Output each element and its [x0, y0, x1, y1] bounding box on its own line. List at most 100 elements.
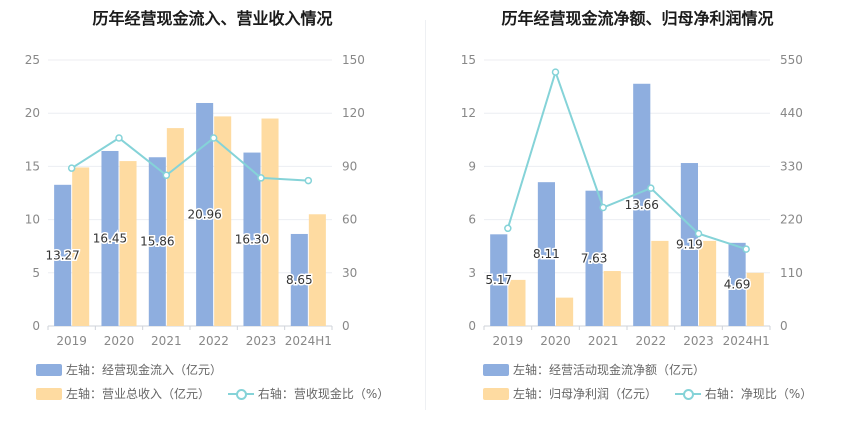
bar-data-label: 8.11: [533, 247, 560, 261]
legend-row-2: 左轴：归母净利润（亿元） 右轴：净现比（%）: [483, 385, 826, 403]
x-axis-tick-label: 2021: [151, 334, 182, 348]
legend-item-line-series[interactable]: 右轴：净现比（%）: [674, 385, 813, 402]
bar-secondary: [603, 271, 621, 326]
legend-swatch: [36, 363, 62, 376]
left-axis-tick-label: 15: [461, 53, 476, 67]
bar-secondary: [308, 214, 326, 326]
x-axis-tick-label: 2024H1: [723, 334, 770, 348]
legend-swatch: [36, 387, 62, 400]
right-axis-tick-label: 150: [342, 53, 365, 67]
bar-secondary: [508, 279, 526, 326]
x-axis-tick-label: 2022: [636, 334, 667, 348]
left-axis-tick-label: 5: [32, 266, 40, 280]
right-axis-tick-label: 120: [342, 106, 365, 120]
legend-label: 左轴：经营活动现金流净额（亿元）: [513, 363, 706, 377]
bar-primary: [148, 157, 166, 326]
bar-data-label: 4.69: [724, 277, 751, 291]
chart-title: 历年经营现金流入、营业收入情况: [92, 9, 333, 28]
line-point: [694, 229, 703, 238]
line-point: [504, 224, 512, 233]
line-point: [599, 203, 607, 212]
line-series-path: [506, 68, 747, 251]
legend-label: 左轴：经营现金流入（亿元）: [66, 363, 223, 377]
legend-label: 左轴：归母净利润（亿元）: [513, 387, 658, 401]
legend-item-bar-series-1[interactable]: 左轴：经营活动现金流净额（亿元）: [483, 361, 705, 378]
bar-primary: [290, 233, 308, 326]
left-axis-tick-label: 3: [468, 266, 476, 280]
line-point: [257, 174, 265, 182]
bar-secondary: [556, 297, 574, 326]
right-axis-tick-label: 550: [780, 53, 803, 67]
right-axis-tick-label: 110: [780, 266, 803, 280]
x-axis-tick-label: 2020: [540, 334, 571, 348]
right-axis-tick-label: 90: [342, 159, 357, 173]
left-axis-tick-label: 6: [468, 213, 476, 227]
bar-data-label: 5.17: [485, 273, 512, 287]
bar-primary: [490, 234, 508, 326]
legend-swatch: [483, 363, 509, 376]
bar-primary: [680, 163, 698, 326]
bar-data-label: 13.27: [45, 248, 79, 262]
bar-data-label: 9.19: [676, 238, 703, 252]
bar-primary: [728, 242, 746, 326]
line-point: [115, 134, 123, 142]
left-axis-tick-label: 0: [32, 319, 40, 333]
bar-secondary: [746, 272, 764, 326]
right-axis-tick-label: 60: [342, 213, 357, 227]
bar-primary: [101, 150, 119, 326]
bar-secondary: [651, 240, 669, 326]
bar-secondary: [261, 118, 279, 327]
legend-row-1: 左轴：经营活动现金流净额（亿元）: [483, 361, 719, 379]
x-axis-tick-label: 2022: [198, 334, 229, 348]
chart-title: 历年经营现金流净额、归母净利润情况: [501, 9, 774, 28]
right-axis-tick-label: 30: [342, 266, 357, 280]
bar-primary: [633, 83, 651, 326]
legend-label: 右轴：净现比（%）: [704, 387, 813, 401]
legend-row-1: 左轴：经营现金流入（亿元）: [36, 361, 236, 379]
right-axis-tick-label: 0: [780, 319, 788, 333]
left-axis-tick-label: 12: [461, 106, 476, 120]
chart-panel-cash-inflow: 历年经营现金流入、营业收入情况 0 0 5 30 10 60 15 90 20 120 25 150 2…: [25, 9, 403, 403]
left-axis-tick-label: 0: [468, 319, 476, 333]
legend-item-line-series[interactable]: 右轴：营收现金比（%）: [227, 385, 390, 402]
line-point: [209, 134, 218, 142]
right-axis-tick-label: 440: [780, 106, 803, 120]
line-point: [67, 164, 76, 172]
chart-svg: 0 0 3 110 6 220 9 330 12 440 15 550 2019 2020 2021 2022…: [461, 53, 803, 348]
bar-primary: [54, 184, 72, 326]
legend-line-marker-icon: [674, 388, 701, 400]
right-axis-tick-label: 330: [780, 159, 803, 173]
x-axis-tick-label: 2019: [56, 334, 87, 348]
legend-item-bar-series-1[interactable]: 左轴：经营现金流入（亿元）: [36, 361, 222, 378]
right-axis-tick-label: 220: [780, 213, 803, 227]
bar-secondary: [72, 167, 90, 326]
line-point: [647, 184, 655, 192]
line-point: [162, 171, 171, 180]
bar-secondary: [699, 240, 717, 326]
legend-label: 左轴：营业总收入（亿元）: [66, 387, 211, 401]
bar-data-label: 7.63: [581, 251, 608, 265]
legend-item-bar-series-2[interactable]: 左轴：营业总收入（亿元）: [36, 385, 210, 402]
left-axis-tick-label: 20: [25, 106, 40, 120]
bar-primary: [196, 102, 214, 327]
left-axis-tick-label: 25: [25, 53, 40, 67]
bar-data-label: 16.45: [93, 231, 127, 245]
legend-item-bar-series-2[interactable]: 左轴：归母净利润（亿元）: [483, 385, 657, 402]
left-axis-tick-label: 10: [25, 213, 40, 227]
x-axis-tick-label: 2023: [683, 334, 714, 348]
left-axis-tick-label: 9: [468, 159, 476, 173]
chart-panel-net-cash: 历年经营现金流净额、归母净利润情况 0 0 3 110 6 220 9 330 12 440 15 5…: [425, 0, 850, 437]
right-axis-tick-label: 0: [342, 319, 350, 333]
line-point: [304, 176, 313, 185]
line-point: [742, 245, 750, 253]
bar-data-label: 16.30: [235, 232, 269, 246]
bar-primary: [243, 152, 261, 326]
legend-row-2: 左轴：营业总收入（亿元） 右轴：营收现金比（%）: [36, 385, 403, 403]
bar-secondary: [166, 128, 184, 326]
x-axis-tick-label: 2024H1: [285, 334, 332, 348]
bar-data-label: 15.86: [140, 235, 174, 249]
x-axis-tick-label: 2020: [104, 334, 135, 348]
bar-secondary: [214, 116, 232, 326]
legend-label: 右轴：营收现金比（%）: [257, 387, 390, 401]
bar-data-label: 13.66: [625, 198, 659, 212]
